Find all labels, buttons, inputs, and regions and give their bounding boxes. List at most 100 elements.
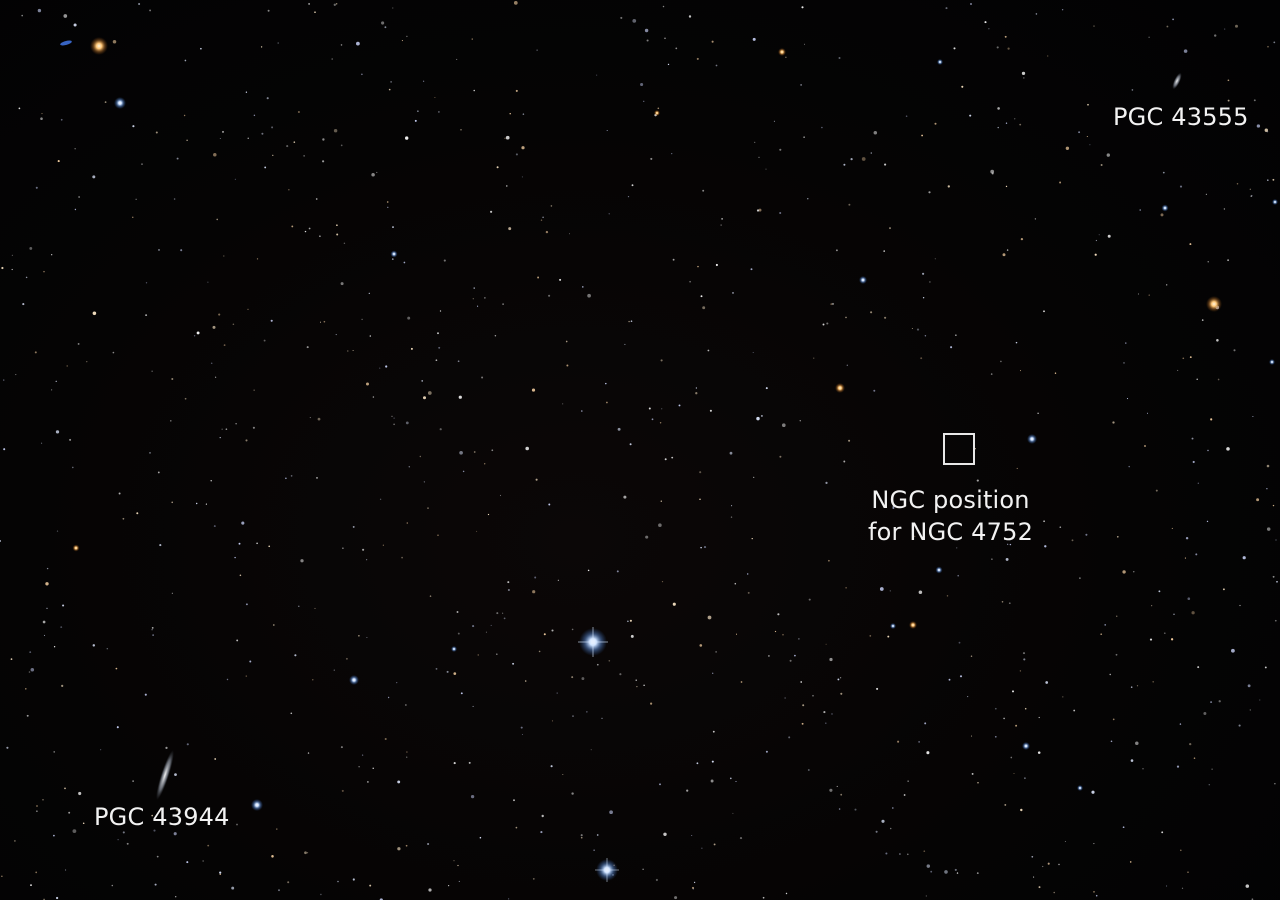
faint-star	[1093, 25, 1095, 27]
faint-star	[388, 88, 391, 91]
faint-star	[713, 843, 716, 846]
faint-star	[1110, 740, 1113, 743]
faint-star	[794, 654, 796, 657]
faint-star	[798, 638, 800, 640]
faint-star	[976, 872, 979, 874]
faint-star	[479, 836, 482, 839]
faint-star	[14, 840, 16, 842]
faint-star	[889, 227, 891, 230]
faint-star	[1235, 24, 1238, 28]
faint-star	[298, 605, 300, 608]
faint-star	[608, 660, 611, 662]
faint-star	[1179, 185, 1183, 188]
faint-star	[1177, 369, 1179, 371]
faint-star	[485, 631, 487, 633]
faint-star	[1093, 843, 1095, 845]
faint-star	[720, 224, 722, 226]
faint-star	[700, 546, 702, 549]
faint-star	[1250, 195, 1252, 197]
faint-star	[253, 114, 256, 117]
faint-star	[540, 831, 543, 834]
label-ngc-line2: for NGC 4752	[868, 518, 1034, 546]
star	[1161, 204, 1169, 212]
faint-star	[997, 107, 1000, 110]
star	[1027, 434, 1037, 444]
faint-star	[551, 629, 554, 632]
faint-star	[1021, 71, 1026, 76]
faint-star	[46, 567, 49, 570]
faint-star	[55, 380, 57, 382]
faint-star	[1187, 871, 1189, 873]
faint-star	[531, 388, 536, 392]
faint-star	[112, 351, 115, 354]
faint-star	[1142, 768, 1144, 770]
faint-star	[1095, 239, 1098, 242]
faint-star	[293, 141, 296, 143]
faint-star	[541, 814, 544, 818]
faint-star	[37, 8, 42, 13]
faint-star	[222, 130, 224, 133]
faint-star	[1064, 840, 1066, 843]
faint-star	[630, 634, 634, 638]
faint-star	[823, 711, 826, 714]
faint-star	[155, 131, 158, 134]
faint-star	[667, 63, 670, 66]
faint-star	[732, 292, 734, 294]
faint-star	[571, 676, 574, 679]
star	[654, 110, 660, 116]
faint-star	[439, 428, 442, 431]
faint-star	[29, 651, 32, 653]
faint-star	[290, 475, 293, 477]
faint-star	[1038, 886, 1041, 889]
faint-star	[68, 811, 71, 814]
faint-star	[219, 436, 221, 439]
faint-star	[1184, 557, 1186, 559]
faint-star	[568, 233, 571, 235]
faint-star	[657, 107, 660, 110]
faint-star	[542, 216, 544, 219]
star	[451, 646, 457, 652]
faint-star	[453, 672, 457, 675]
faint-star	[3, 379, 5, 381]
faint-star	[802, 704, 805, 707]
faint-star	[1189, 742, 1192, 746]
faint-star	[239, 574, 242, 577]
faint-star	[78, 196, 80, 198]
faint-star	[473, 89, 475, 92]
faint-star	[267, 9, 270, 12]
faint-star	[754, 141, 756, 144]
faint-star	[1126, 398, 1129, 400]
faint-star	[1143, 444, 1147, 448]
faint-star	[1022, 652, 1026, 655]
faint-star	[997, 126, 999, 129]
faint-star	[366, 559, 368, 561]
faint-star	[490, 210, 493, 213]
faint-star	[158, 248, 160, 251]
faint-star	[1059, 181, 1062, 184]
faint-star	[157, 471, 160, 474]
faint-star	[1133, 571, 1135, 573]
faint-star	[524, 680, 527, 682]
faint-star	[646, 39, 649, 42]
faint-star	[702, 306, 706, 310]
faint-star	[799, 420, 801, 422]
faint-star	[648, 407, 651, 410]
faint-star	[587, 293, 591, 298]
faint-star	[1224, 28, 1226, 30]
faint-star	[122, 517, 125, 520]
faint-star	[218, 313, 221, 316]
faint-star	[1201, 319, 1204, 321]
faint-star	[438, 346, 441, 349]
faint-star	[861, 157, 866, 161]
faint-star	[61, 684, 64, 688]
faint-star	[540, 219, 543, 221]
faint-star	[347, 350, 349, 352]
faint-star	[397, 847, 401, 851]
faint-star	[1128, 465, 1130, 468]
faint-star	[1233, 349, 1236, 352]
faint-star	[434, 96, 436, 99]
faint-star	[619, 673, 622, 676]
faint-star	[729, 777, 732, 780]
faint-star	[655, 878, 658, 882]
faint-star	[397, 780, 401, 784]
